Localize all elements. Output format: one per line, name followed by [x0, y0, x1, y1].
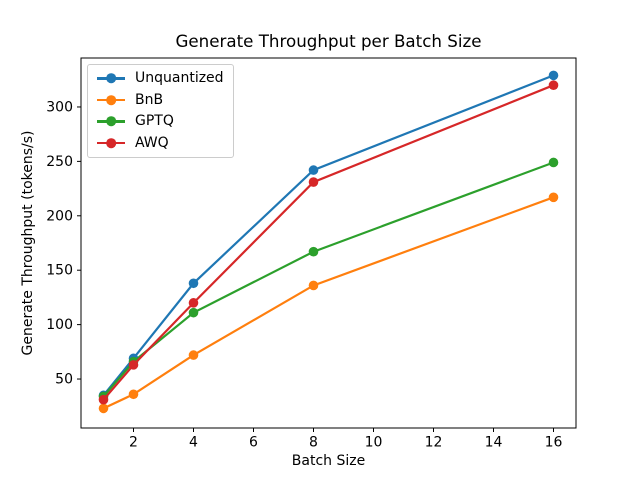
series-marker-bnb [188, 350, 199, 360]
series-marker-awq [548, 80, 559, 91]
y-tick-label: 100 [46, 317, 73, 333]
legend-label: GPTQ [135, 113, 174, 129]
series-marker-awq [188, 298, 199, 308]
legend-line-swatch [97, 95, 125, 105]
legend-item-bnb: BnB [97, 91, 224, 108]
series-marker-gptq [308, 246, 319, 257]
legend-marker-icon [106, 116, 116, 127]
legend-marker-icon [106, 138, 116, 148]
series-marker-gptq [548, 157, 559, 168]
series-marker-unquantized [548, 70, 559, 81]
series-marker-unquantized [188, 278, 199, 289]
x-tick-label: 16 [545, 435, 563, 451]
legend-item-unquantized: Unquantized [97, 71, 224, 86]
series-marker-unquantized [308, 165, 319, 175]
series-marker-bnb [128, 389, 139, 400]
y-tick-label: 250 [46, 154, 73, 170]
y-tick-label: 200 [46, 208, 73, 224]
plot-frame [80, 57, 577, 429]
series-marker-awq [308, 177, 319, 187]
series-line-bnb [103, 196, 554, 410]
x-tick-label: 6 [249, 435, 258, 451]
legend-label: BnB [135, 91, 164, 108]
legend: Unquantized BnB GPTQ AWQ [87, 64, 234, 158]
x-tick-label: 4 [189, 435, 198, 451]
series-marker-bnb [98, 403, 109, 414]
series-marker-awq [128, 360, 139, 370]
x-tick-label: 10 [365, 435, 383, 451]
legend-item-gptq: GPTQ [97, 114, 224, 129]
series-marker-gptq [188, 307, 199, 318]
y-tick-label: 50 [55, 372, 73, 388]
legend-label: Unquantized [135, 70, 224, 86]
series-marker-awq [98, 394, 109, 405]
y-tick-label: 300 [46, 99, 73, 115]
legend-line-swatch [97, 116, 125, 127]
x-tick-label: 8 [309, 435, 318, 451]
x-tick-label: 12 [425, 435, 443, 451]
chart-title: Generate Throughput per Batch Size [175, 31, 482, 51]
x-tick-label: 14 [485, 435, 503, 451]
legend-marker-icon [106, 73, 116, 84]
series-marker-bnb [548, 192, 559, 203]
x-tick-label: 2 [129, 435, 138, 451]
legend-item-awq: AWQ [97, 134, 224, 151]
x-axis-label: Batch Size [291, 453, 366, 469]
series-marker-bnb [308, 280, 319, 291]
y-tick-label: 150 [46, 263, 73, 279]
legend-line-swatch [97, 73, 125, 84]
legend-label: AWQ [135, 134, 169, 151]
y-axis-label: Generate Throughput (tokens/s) [20, 130, 36, 356]
legend-marker-icon [106, 95, 116, 105]
legend-line-swatch [97, 138, 125, 148]
